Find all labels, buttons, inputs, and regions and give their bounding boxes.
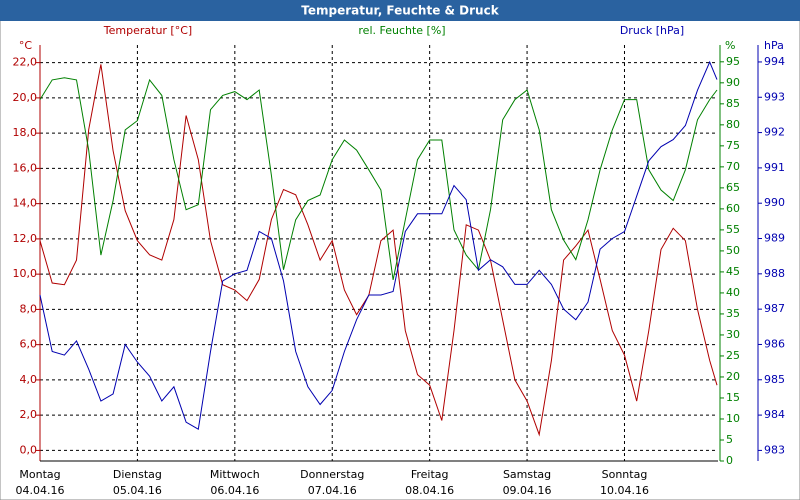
x-tick-date: 05.04.16 (113, 484, 162, 497)
x-tick-date: 07.04.16 (308, 484, 357, 497)
y2-tick-label: 40 (726, 286, 740, 299)
y2-tick-label: 95 (726, 55, 740, 68)
x-tick-date: 06.04.16 (210, 484, 259, 497)
x-tick-date: 10.04.16 (600, 484, 649, 497)
y-tick-label: 8,0 (20, 302, 38, 315)
y-tick-label: 4,0 (20, 373, 38, 386)
y-tick-label: 20,0 (13, 91, 38, 104)
x-tick-label: Dienstag (113, 468, 162, 481)
y2-axis-unit: % (725, 39, 735, 52)
y-tick-label: 16,0 (13, 161, 38, 174)
y2-tick-label: 5 (726, 433, 733, 446)
y2-tick-label: 55 (726, 223, 740, 236)
y2-tick-label: 75 (726, 139, 740, 152)
title-bar (0, 0, 800, 21)
y3-tick-label: 989 (764, 232, 785, 245)
x-tick-label: Sonntag (602, 468, 648, 481)
y2-tick-label: 60 (726, 202, 740, 215)
x-tick-label: Samstag (503, 468, 551, 481)
y-tick-label: 18,0 (13, 126, 38, 139)
y3-tick-label: 990 (764, 196, 785, 209)
y3-tick-label: 983 (764, 443, 785, 456)
series-line (39, 77, 718, 280)
x-tick-date: 09.04.16 (503, 484, 552, 497)
y2-tick-label: 35 (726, 307, 740, 320)
y3-tick-label: 994 (764, 55, 785, 68)
y2-tick-label: 10 (726, 412, 740, 425)
y2-tick-label: 30 (726, 328, 740, 341)
legend-label: rel. Feuchte [%] (358, 24, 445, 37)
x-tick-date: 08.04.16 (405, 484, 454, 497)
y2-tick-label: 80 (726, 118, 740, 131)
y2-tick-label: 20 (726, 370, 740, 383)
x-tick-label: Mittwoch (210, 468, 260, 481)
y3-tick-label: 984 (764, 408, 785, 421)
legend-label: Druck [hPa] (620, 24, 684, 37)
legend-label: Temperatur [°C] (103, 24, 192, 37)
x-tick-label: Montag (19, 468, 60, 481)
series-line (39, 60, 718, 430)
y2-tick-label: 15 (726, 391, 740, 404)
y2-tick-label: 85 (726, 97, 740, 110)
y2-tick-label: 45 (726, 265, 740, 278)
y3-tick-label: 987 (764, 302, 785, 315)
y2-tick-label: 0 (726, 454, 733, 467)
y-tick-label: 12,0 (13, 232, 38, 245)
y3-tick-label: 992 (764, 126, 785, 139)
chart-title: Temperatur, Feuchte & Druck (301, 4, 499, 18)
x-tick-date: 04.04.16 (16, 484, 65, 497)
y3-tick-label: 991 (764, 161, 785, 174)
y-tick-label: 0,0 (20, 443, 38, 456)
y3-axis-unit: hPa (764, 39, 784, 52)
y2-tick-label: 65 (726, 181, 740, 194)
y2-tick-label: 25 (726, 349, 740, 362)
x-tick-label: Freitag (411, 468, 449, 481)
y-tick-label: 6,0 (20, 338, 38, 351)
y2-tick-label: 70 (726, 160, 740, 173)
y3-tick-label: 993 (764, 90, 785, 103)
y2-tick-label: 50 (726, 244, 740, 257)
y-tick-label: 10,0 (13, 267, 38, 280)
y-tick-label: 14,0 (13, 197, 38, 210)
y-tick-label: 2,0 (20, 408, 38, 421)
y3-tick-label: 988 (764, 267, 785, 280)
y2-tick-label: 90 (726, 76, 740, 89)
y-tick-label: 22,0 (13, 56, 38, 69)
y3-tick-label: 986 (764, 337, 785, 350)
y-axis-unit: °C (19, 39, 33, 52)
x-tick-label: Donnerstag (300, 468, 364, 481)
y3-tick-label: 985 (764, 373, 785, 386)
series-line (39, 64, 718, 437)
